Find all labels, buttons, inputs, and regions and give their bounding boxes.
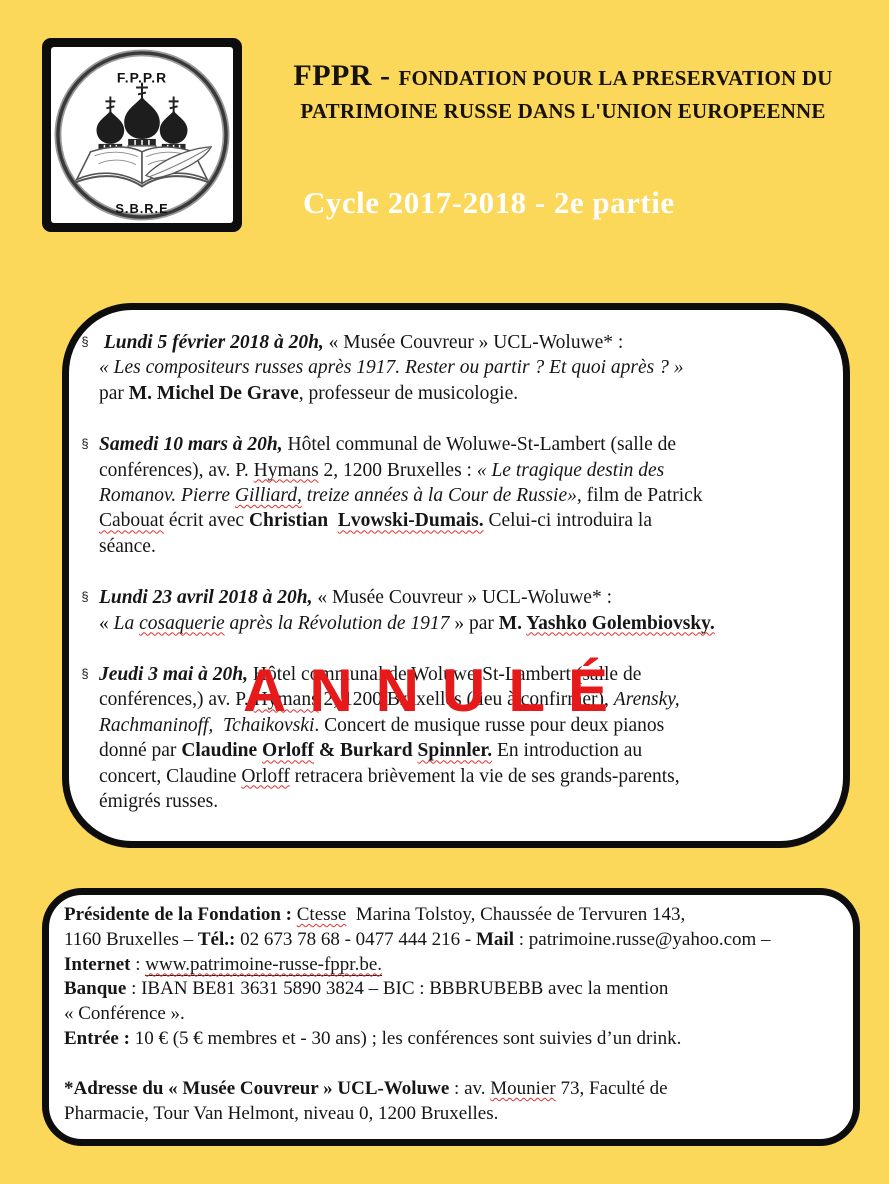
cycle-title: Cycle 2017-2018 - 2e partie — [303, 184, 675, 220]
footer-president-contact: Présidente de la Fondation : Ctesse Mari… — [64, 904, 771, 976]
org-name-line2: PATRIMOINE RUSSE DANS L'UNION EUROPEENNE — [300, 98, 826, 123]
event-text-1: Lundi 5 février 2018 à 20h, « Musée Couv… — [99, 332, 684, 404]
event-text-2: Samedi 10 mars à 20h, Hôtel communal de … — [99, 434, 703, 557]
org-title: FPPR - FONDATION POUR LA PRESERVATION DU… — [288, 56, 838, 125]
org-acronym: FPPR - — [293, 59, 399, 92]
org-name-line1: FONDATION POUR LA PRESERVATION DU — [398, 66, 833, 90]
footer-musee-address: *Adresse du « Musée Couvreur » UCL-Woluw… — [64, 1077, 668, 1124]
logo-top-text: F.P.P.R — [117, 70, 167, 86]
event-text-4: Jeudi 3 mai à 20h, Hôtel communal de Wol… — [99, 664, 680, 813]
logo-bottom-text: S.B.R.E — [115, 201, 168, 216]
section-bullet: § — [81, 589, 89, 605]
annule-cancelled-stamp: ANNULÉ — [243, 657, 631, 724]
event-item-1: § Lundi 5 février 2018 à 20h, « Musée Co… — [77, 330, 801, 406]
onion-domes-icon — [96, 96, 188, 144]
event-text-3: Lundi 23 avril 2018 à 20h, « Musée Couvr… — [99, 587, 715, 634]
fppr-logo-inner: F.P.P.R — [51, 47, 233, 223]
section-bullet: § — [81, 334, 89, 349]
events-box: § Lundi 5 février 2018 à 20h, « Musée Co… — [62, 303, 850, 848]
event-item-2: § Samedi 10 mars à 20h, Hôtel communal d… — [77, 432, 801, 559]
footer-entry-fee: Entrée : 10 € (5 € membres et - 30 ans) … — [64, 1027, 682, 1049]
orthodox-crosses-icon — [105, 82, 179, 113]
footer-bank-info: Banque : IBAN BE81 3631 5890 3824 – BIC … — [64, 978, 669, 1025]
section-bullet: § — [81, 436, 89, 452]
header: FPPR - FONDATION POUR LA PRESERVATION DU… — [288, 56, 838, 221]
section-bullet: § — [81, 666, 89, 682]
event-item-3: § Lundi 23 avril 2018 à 20h, « Musée Cou… — [77, 585, 801, 636]
fppr-logo: F.P.P.R — [42, 38, 242, 232]
feather-quill-icon — [144, 146, 213, 180]
footer-contact-box: Présidente de la Fondation : Ctesse Mari… — [42, 888, 860, 1147]
event-item-4: § Jeudi 3 mai à 20h, Hôtel communal de W… — [77, 662, 801, 814]
church-book-logo-icon: F.P.P.R — [54, 49, 230, 221]
